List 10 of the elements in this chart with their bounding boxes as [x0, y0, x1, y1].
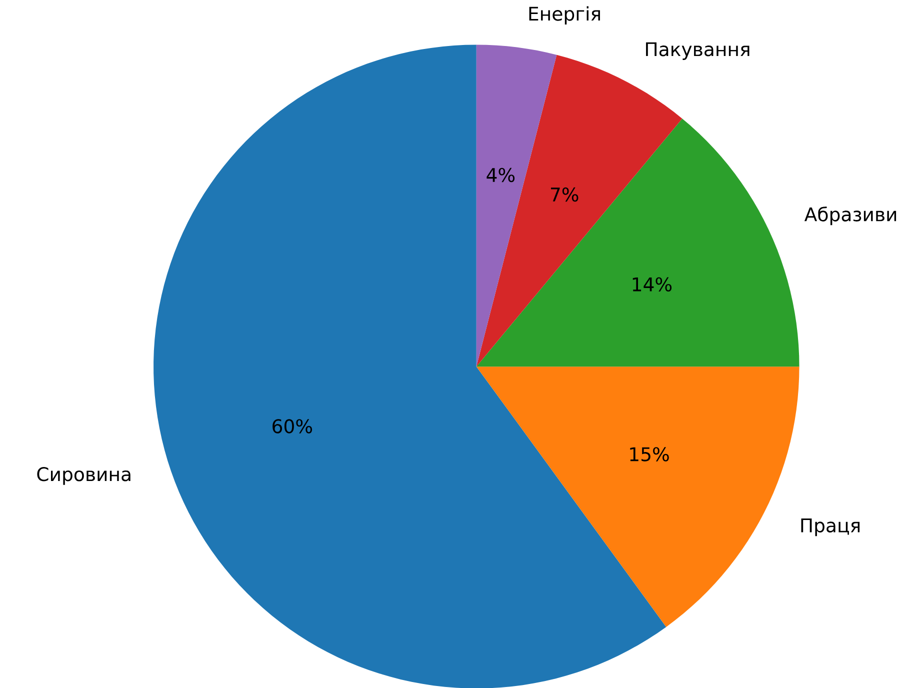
slice-label: Праця — [801, 518, 860, 536]
slice-label: Енергія — [529, 6, 600, 24]
data-label: 60% — [272, 418, 312, 434]
data-label: 7% — [550, 187, 578, 202]
slice-label: Абразиви — [804, 206, 896, 225]
slice-label: Пакування — [646, 42, 750, 60]
data-label: 15% — [630, 446, 669, 462]
slice-label: Сировина — [37, 466, 130, 485]
data-label: 14% — [632, 277, 672, 292]
data-label: 4% — [486, 168, 515, 182]
